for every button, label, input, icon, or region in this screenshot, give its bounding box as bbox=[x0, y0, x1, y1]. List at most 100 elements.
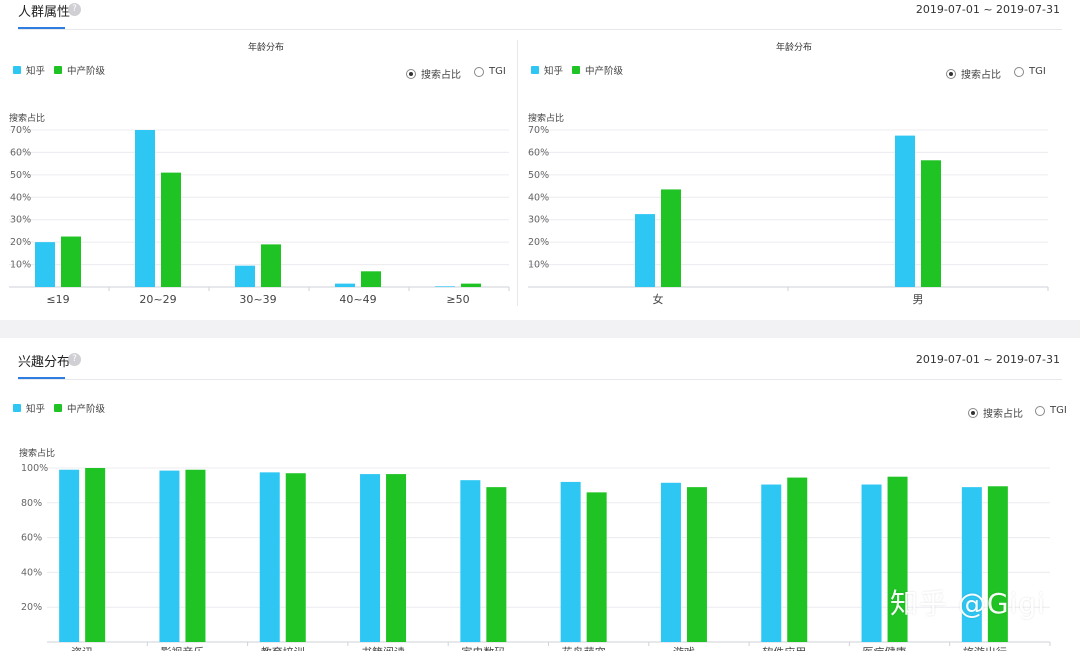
y-axis-label: 搜索占比 bbox=[9, 114, 46, 124]
y-tick-label: 50% bbox=[528, 170, 549, 181]
legend-item-middle-class[interactable]: 中产阶级 bbox=[54, 63, 105, 77]
y-axis-label: 搜索占比 bbox=[528, 114, 565, 124]
chart-title: 年龄分布 bbox=[776, 43, 813, 53]
y-tick-label: 80% bbox=[21, 498, 42, 509]
help-icon[interactable]: ? bbox=[68, 353, 81, 366]
age-distribution-chart: 10% 20% 30% 40% 50% 60% 70% ≤19 20~29 30~39 40~49 ≥… bbox=[9, 125, 510, 306]
y-tick-label: 30% bbox=[10, 215, 31, 226]
radio-label: TGI bbox=[489, 66, 506, 77]
y-tick-label: 20% bbox=[21, 602, 42, 613]
help-icon[interactable]: ? bbox=[68, 3, 81, 16]
bar bbox=[386, 474, 407, 642]
bar bbox=[660, 482, 681, 642]
y-tick-label: 60% bbox=[21, 533, 42, 544]
x-category-label: 女 bbox=[653, 292, 664, 306]
y-tick-label: 40% bbox=[528, 192, 549, 203]
gender-distribution-chart: 10% 20% 30% 40% 50% 60% 70% 女 男 bbox=[528, 125, 1049, 306]
bar bbox=[360, 474, 381, 642]
bar bbox=[85, 468, 106, 642]
x-category-label: 软件应用 bbox=[762, 645, 806, 651]
y-tick-label: 20% bbox=[10, 237, 31, 248]
bar bbox=[35, 242, 55, 287]
radio-button-checked[interactable] bbox=[406, 68, 416, 79]
radio-button[interactable] bbox=[1035, 405, 1045, 416]
y-tick-label: 10% bbox=[10, 260, 31, 271]
radio-button-checked[interactable] bbox=[968, 407, 978, 418]
y-tick-label: 60% bbox=[10, 147, 31, 158]
y-tick-label: 70% bbox=[528, 125, 549, 136]
bar bbox=[787, 477, 808, 642]
bar bbox=[460, 480, 481, 642]
y-axis-label: 搜索占比 bbox=[19, 449, 56, 459]
bar bbox=[185, 469, 206, 642]
interest-distribution-chart: 20% 40% 60% 80% 100% 资讯 影视音乐 教育培训 书籍阅读 家电数码 花鸟萌宠 游戏… bbox=[21, 463, 1051, 651]
bar bbox=[761, 484, 782, 642]
legend-item-zhihu[interactable]: 知乎 bbox=[531, 63, 563, 77]
x-category-label: 30~39 bbox=[239, 293, 276, 306]
legend-swatch bbox=[13, 404, 21, 412]
bar bbox=[921, 160, 941, 287]
x-category-label: ≤19 bbox=[46, 293, 69, 306]
y-tick-label: 50% bbox=[10, 170, 31, 181]
bar bbox=[686, 487, 707, 642]
x-category-label: 医疗健康 bbox=[863, 645, 907, 651]
legend-swatch bbox=[531, 66, 539, 74]
legend-swatch bbox=[54, 66, 62, 74]
bar bbox=[661, 189, 681, 287]
bar bbox=[635, 214, 655, 287]
radio-label: TGI bbox=[1050, 405, 1067, 416]
panel-title: 人群属性 bbox=[18, 5, 71, 20]
y-tick-label: 40% bbox=[10, 192, 31, 203]
x-category-label: ≥50 bbox=[446, 293, 469, 306]
legend-label: 中产阶级 bbox=[585, 66, 624, 77]
bar bbox=[259, 472, 280, 642]
radio-label: 搜索占比 bbox=[421, 70, 461, 81]
bar bbox=[261, 244, 281, 287]
radio-tgi[interactable]: TGI bbox=[474, 66, 506, 77]
legend-label: 知乎 bbox=[26, 404, 46, 415]
bar bbox=[586, 492, 607, 642]
legend-item-zhihu[interactable]: 知乎 bbox=[13, 401, 45, 415]
x-category-label: 教育培训 bbox=[261, 645, 305, 651]
legend-swatch bbox=[54, 404, 62, 412]
radio-search-share[interactable]: 搜索占比 bbox=[946, 66, 1001, 81]
bar bbox=[560, 481, 581, 642]
bar bbox=[285, 473, 306, 642]
y-tick-label: 100% bbox=[21, 463, 48, 474]
bar bbox=[235, 265, 255, 287]
bar bbox=[461, 283, 481, 287]
legend-item-middle-class[interactable]: 中产阶级 bbox=[54, 401, 105, 415]
radio-tgi[interactable]: TGI bbox=[1035, 405, 1067, 416]
date-range[interactable]: 2019-07-01 ~ 2019-07-31 bbox=[915, 353, 1060, 366]
date-range[interactable]: 2019-07-01 ~ 2019-07-31 bbox=[915, 3, 1060, 16]
legend-label: 知乎 bbox=[544, 66, 564, 77]
radio-button-checked[interactable] bbox=[946, 68, 956, 79]
legend-item-zhihu[interactable]: 知乎 bbox=[13, 63, 45, 77]
radio-button[interactable] bbox=[1014, 66, 1024, 77]
radio-button[interactable] bbox=[474, 66, 484, 77]
radio-search-share[interactable]: 搜索占比 bbox=[406, 66, 461, 81]
bar bbox=[361, 271, 381, 287]
x-category-label: 家电数码 bbox=[461, 645, 505, 651]
x-category-label: 旅游出行 bbox=[963, 645, 1007, 651]
interest-distribution-panel: 兴趣分布 ? 2019-07-01 ~ 2019-07-31 知乎 中产阶级 搜… bbox=[0, 338, 1080, 651]
bar bbox=[861, 484, 882, 642]
x-category-label: 男 bbox=[913, 293, 924, 306]
header-divider bbox=[18, 379, 1062, 380]
y-tick-label: 60% bbox=[528, 147, 549, 158]
bar bbox=[161, 172, 181, 287]
x-category-label: 花鸟萌宠 bbox=[562, 645, 606, 651]
x-category-label: 游戏 bbox=[673, 646, 695, 651]
radio-tgi[interactable]: TGI bbox=[1014, 66, 1046, 77]
legend-item-middle-class[interactable]: 中产阶级 bbox=[572, 63, 623, 77]
x-category-label: 40~49 bbox=[339, 293, 376, 306]
bar bbox=[435, 286, 455, 287]
crowd-attributes-panel: 人群属性 ? 2019-07-01 ~ 2019-07-31 年龄分布 知乎 中… bbox=[0, 0, 1080, 320]
bar bbox=[887, 476, 908, 642]
x-category-label: 20~29 bbox=[139, 293, 176, 306]
watermark: 知乎 @Gigi bbox=[890, 587, 1046, 620]
radio-search-share[interactable]: 搜索占比 bbox=[968, 405, 1023, 420]
y-tick-label: 30% bbox=[528, 215, 549, 226]
header-divider bbox=[18, 29, 1062, 30]
legend-label: 知乎 bbox=[26, 66, 46, 77]
